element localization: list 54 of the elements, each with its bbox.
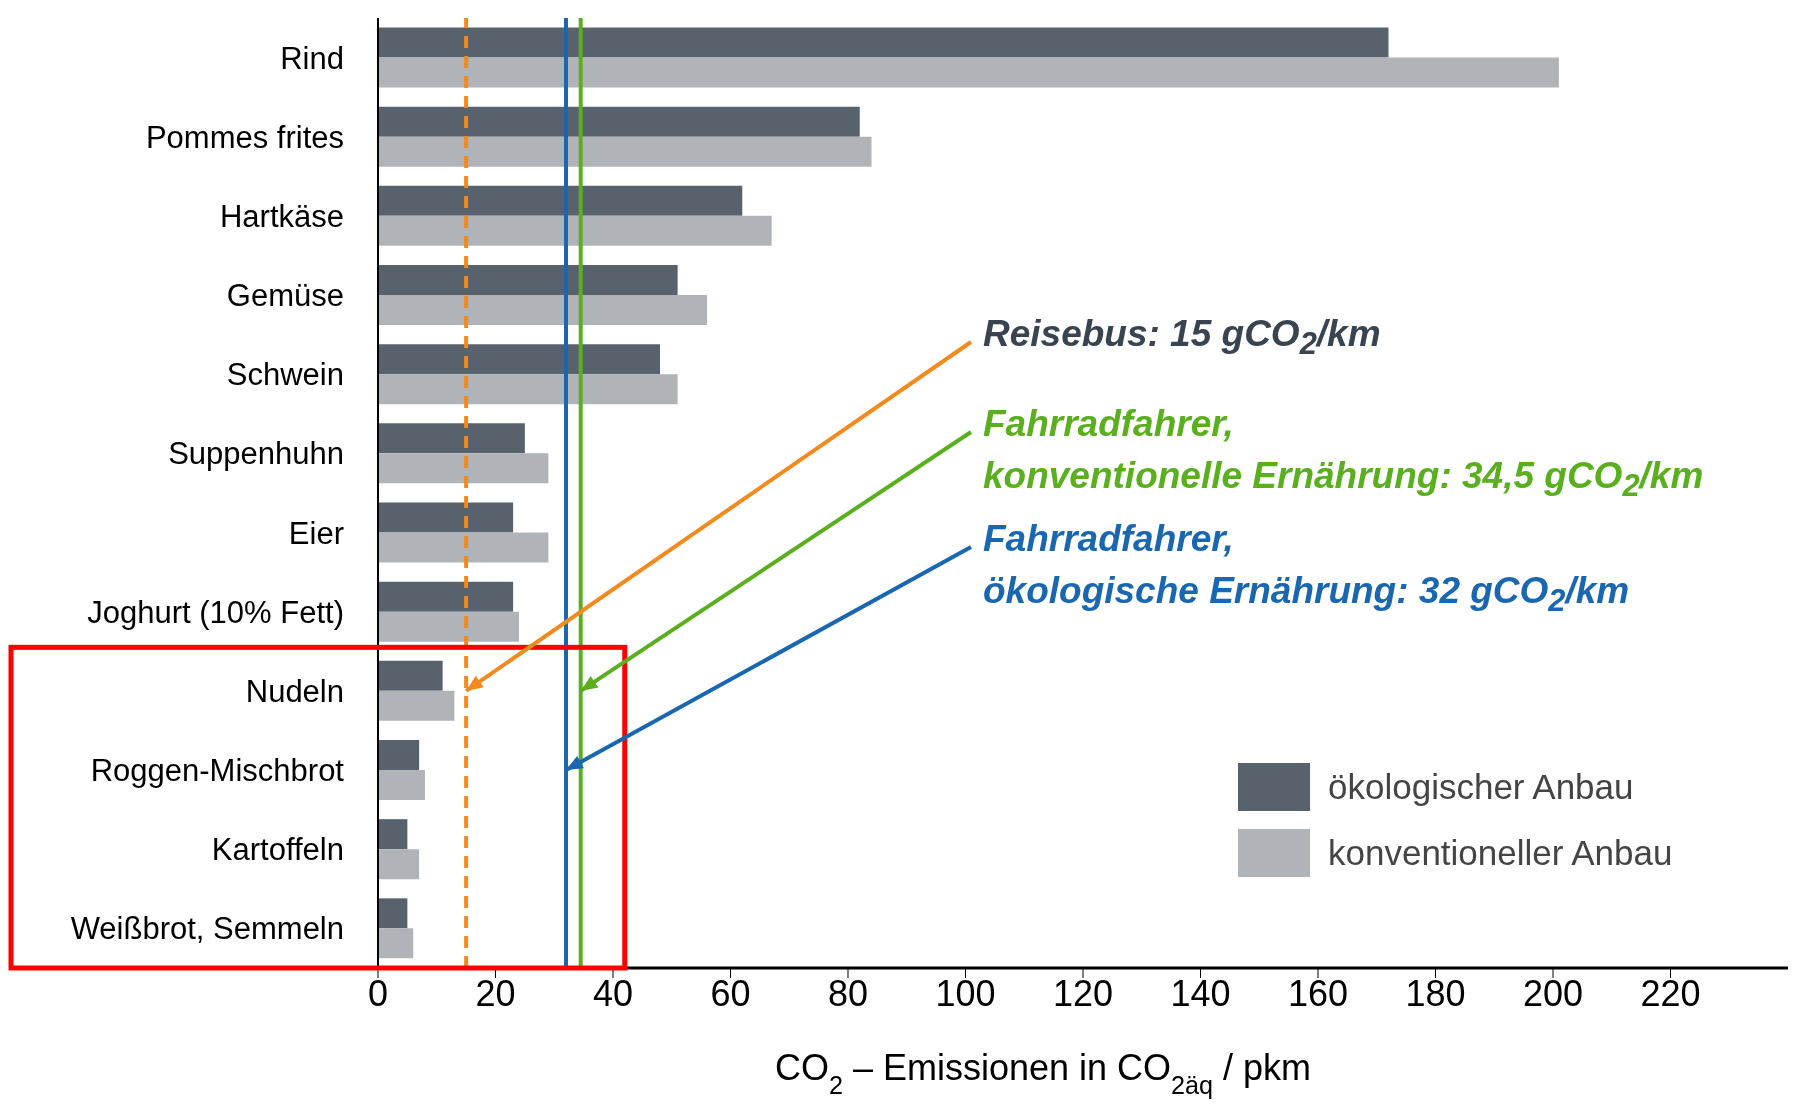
bar xyxy=(378,106,860,137)
annotation: Fahrradfahrer, konventionelle Ernährung: 34,5 gCO$_{2}$/km xyxy=(983,402,1704,506)
x-tick-label: 160 xyxy=(1287,972,1349,1014)
bar xyxy=(378,27,1389,58)
x-tick-label: 80 xyxy=(827,972,869,1014)
y-tick-label: Kartoffeln xyxy=(211,832,344,868)
x-tick-label: 220 xyxy=(1640,972,1701,1014)
y-tick-label: Pommes frites xyxy=(145,119,344,155)
y-tick-label: Schwein xyxy=(226,357,344,393)
legend-label: ökologischer Anbau xyxy=(1328,767,1634,807)
bar xyxy=(378,660,443,691)
x-tick-label: 60 xyxy=(710,972,751,1014)
x-tick-label: 40 xyxy=(592,972,634,1014)
bar xyxy=(378,819,408,850)
bar xyxy=(378,265,678,295)
bar xyxy=(378,423,525,454)
bar xyxy=(378,611,519,642)
y-tick-label: Gemüse xyxy=(226,278,344,314)
annotation: Fahrradfahrer, ökologische Ernährung: 32 gCO$_{2}$/km xyxy=(983,517,1630,621)
bar xyxy=(378,185,743,216)
y-tick-label: Rind xyxy=(280,40,344,76)
x-tick-label: 0 xyxy=(367,972,389,1014)
bar xyxy=(378,898,408,929)
bar xyxy=(378,374,678,405)
legend-label: konventioneller Anbau xyxy=(1328,833,1673,873)
bar xyxy=(378,344,660,375)
bar xyxy=(378,532,549,563)
annotation: Reisebus: 15 gCO$_{2}$/km xyxy=(983,312,1381,364)
x-tick-label: 180 xyxy=(1405,972,1466,1014)
bar xyxy=(378,295,707,325)
y-tick-label: Hartkäse xyxy=(219,198,344,234)
y-tick-label: Weißbrot, Semmeln xyxy=(70,911,344,947)
bar xyxy=(378,849,420,880)
y-tick-label: Nudeln xyxy=(245,673,344,709)
x-tick-label: 140 xyxy=(1170,972,1231,1014)
bar xyxy=(378,57,1559,88)
bar xyxy=(378,928,414,959)
bar xyxy=(378,690,455,721)
y-tick-label: Suppenhuhn xyxy=(168,436,344,472)
bar xyxy=(378,581,514,612)
x-tick-label: 200 xyxy=(1522,972,1584,1014)
y-tick-label: Joghurt (10% Fett) xyxy=(87,594,344,630)
bar xyxy=(378,502,514,533)
x-tick-label: 100 xyxy=(935,972,996,1014)
bar xyxy=(378,136,872,167)
bar xyxy=(378,770,425,800)
bar xyxy=(378,740,420,770)
y-tick-label: Eier xyxy=(288,515,344,551)
x-tick-label: 20 xyxy=(475,972,516,1014)
bar xyxy=(378,453,549,484)
x-axis-title: CO$_{2}$ – Emissionen in CO$_{2äq}$ / pkm xyxy=(774,1047,1312,1099)
y-tick-label: Roggen-Mischbrot xyxy=(90,753,345,789)
x-tick-label: 120 xyxy=(1052,972,1114,1014)
bar xyxy=(378,215,772,246)
